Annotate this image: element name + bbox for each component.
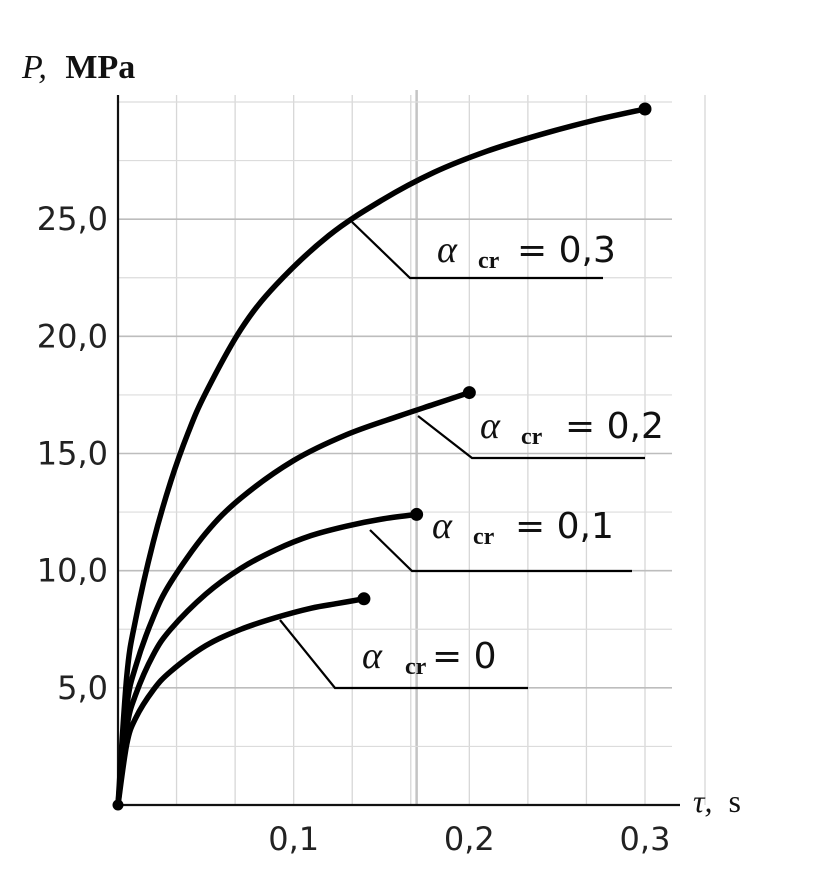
series-end-marker-1 (410, 507, 424, 521)
x-tick-label: 0,1 (268, 820, 319, 858)
series-label-value: = 0,2 (565, 406, 664, 447)
x-tick-label: 0,2 (444, 820, 495, 858)
axes (116, 95, 680, 807)
label-leaders (279, 221, 645, 690)
series-line-2 (115, 389, 473, 808)
series-label-subscript: cr (478, 248, 500, 274)
series-label-symbol: α (480, 405, 501, 447)
series-line-3 (115, 106, 648, 808)
label-leader-0 (279, 619, 528, 690)
series-end-marker-3 (638, 102, 652, 116)
y-tick-label: 5,0 (57, 669, 108, 707)
label-leader-2 (417, 415, 645, 460)
y-tick-label: 10,0 (37, 552, 108, 590)
y-tick-label: 25,0 (37, 200, 108, 238)
series-curves (112, 102, 652, 811)
y-tick-label: 15,0 (37, 435, 108, 473)
series-label-subscript: cr (473, 524, 495, 550)
series-line-0 (115, 596, 367, 808)
series-label-subscript: cr (405, 654, 427, 680)
series-labels: α cr = 0α cr = 0,1α cr = 0,2α cr = 0,3 (362, 229, 664, 680)
series-label-value: = 0,1 (515, 506, 614, 547)
x-tick-label: 0,3 (620, 820, 671, 858)
series-label-symbol: α (432, 505, 453, 547)
series-label-symbol: α (437, 229, 458, 271)
grid (117, 90, 706, 805)
y-axis-unit: MPa (65, 49, 135, 86)
label-leader-1 (369, 529, 632, 573)
series-label-value: = 0,3 (517, 230, 616, 271)
tick-labels: 5,0 10,0 15,0 20,0 25,0 0,1 0,2 0,3 (37, 200, 671, 858)
series-label-symbol: α (362, 635, 383, 677)
origin-marker (112, 799, 124, 811)
series-label-value: = 0 (432, 636, 497, 677)
x-axis-symbol: τ, (693, 783, 712, 819)
series-line-1 (115, 511, 420, 808)
y-axis-symbol: P, (21, 49, 47, 86)
y-axis-label: P, MPa (21, 49, 135, 86)
x-axis-label: τ, s (693, 783, 741, 819)
series-label-subscript: cr (521, 424, 543, 450)
series-end-marker-0 (357, 592, 371, 606)
series-end-marker-2 (462, 386, 476, 400)
x-axis-unit: s (728, 783, 740, 819)
y-tick-label: 20,0 (37, 317, 108, 355)
label-leader-3 (351, 221, 603, 280)
